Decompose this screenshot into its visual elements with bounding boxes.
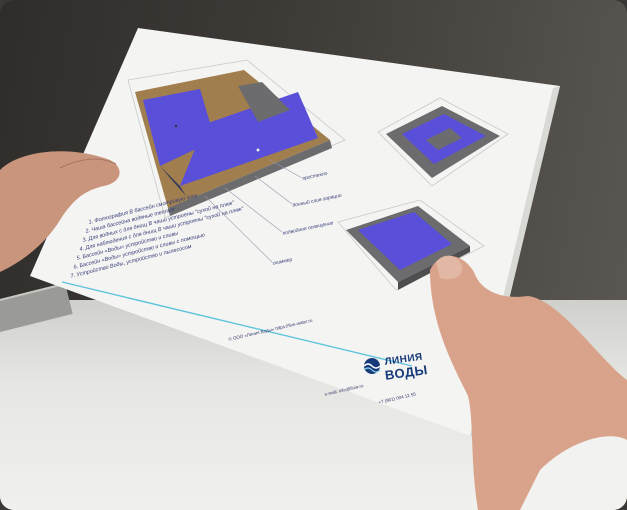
main-pool-model [127, 59, 346, 219]
shirt-sleeve [520, 436, 627, 510]
callout-leaders [204, 159, 303, 263]
pool-model-bottom-right [337, 199, 485, 291]
right-hand [430, 255, 627, 510]
brand-logo-mark [363, 358, 381, 374]
accent-rule [61, 281, 413, 367]
left-hand [0, 151, 120, 272]
pool-model-top-right [377, 97, 509, 187]
